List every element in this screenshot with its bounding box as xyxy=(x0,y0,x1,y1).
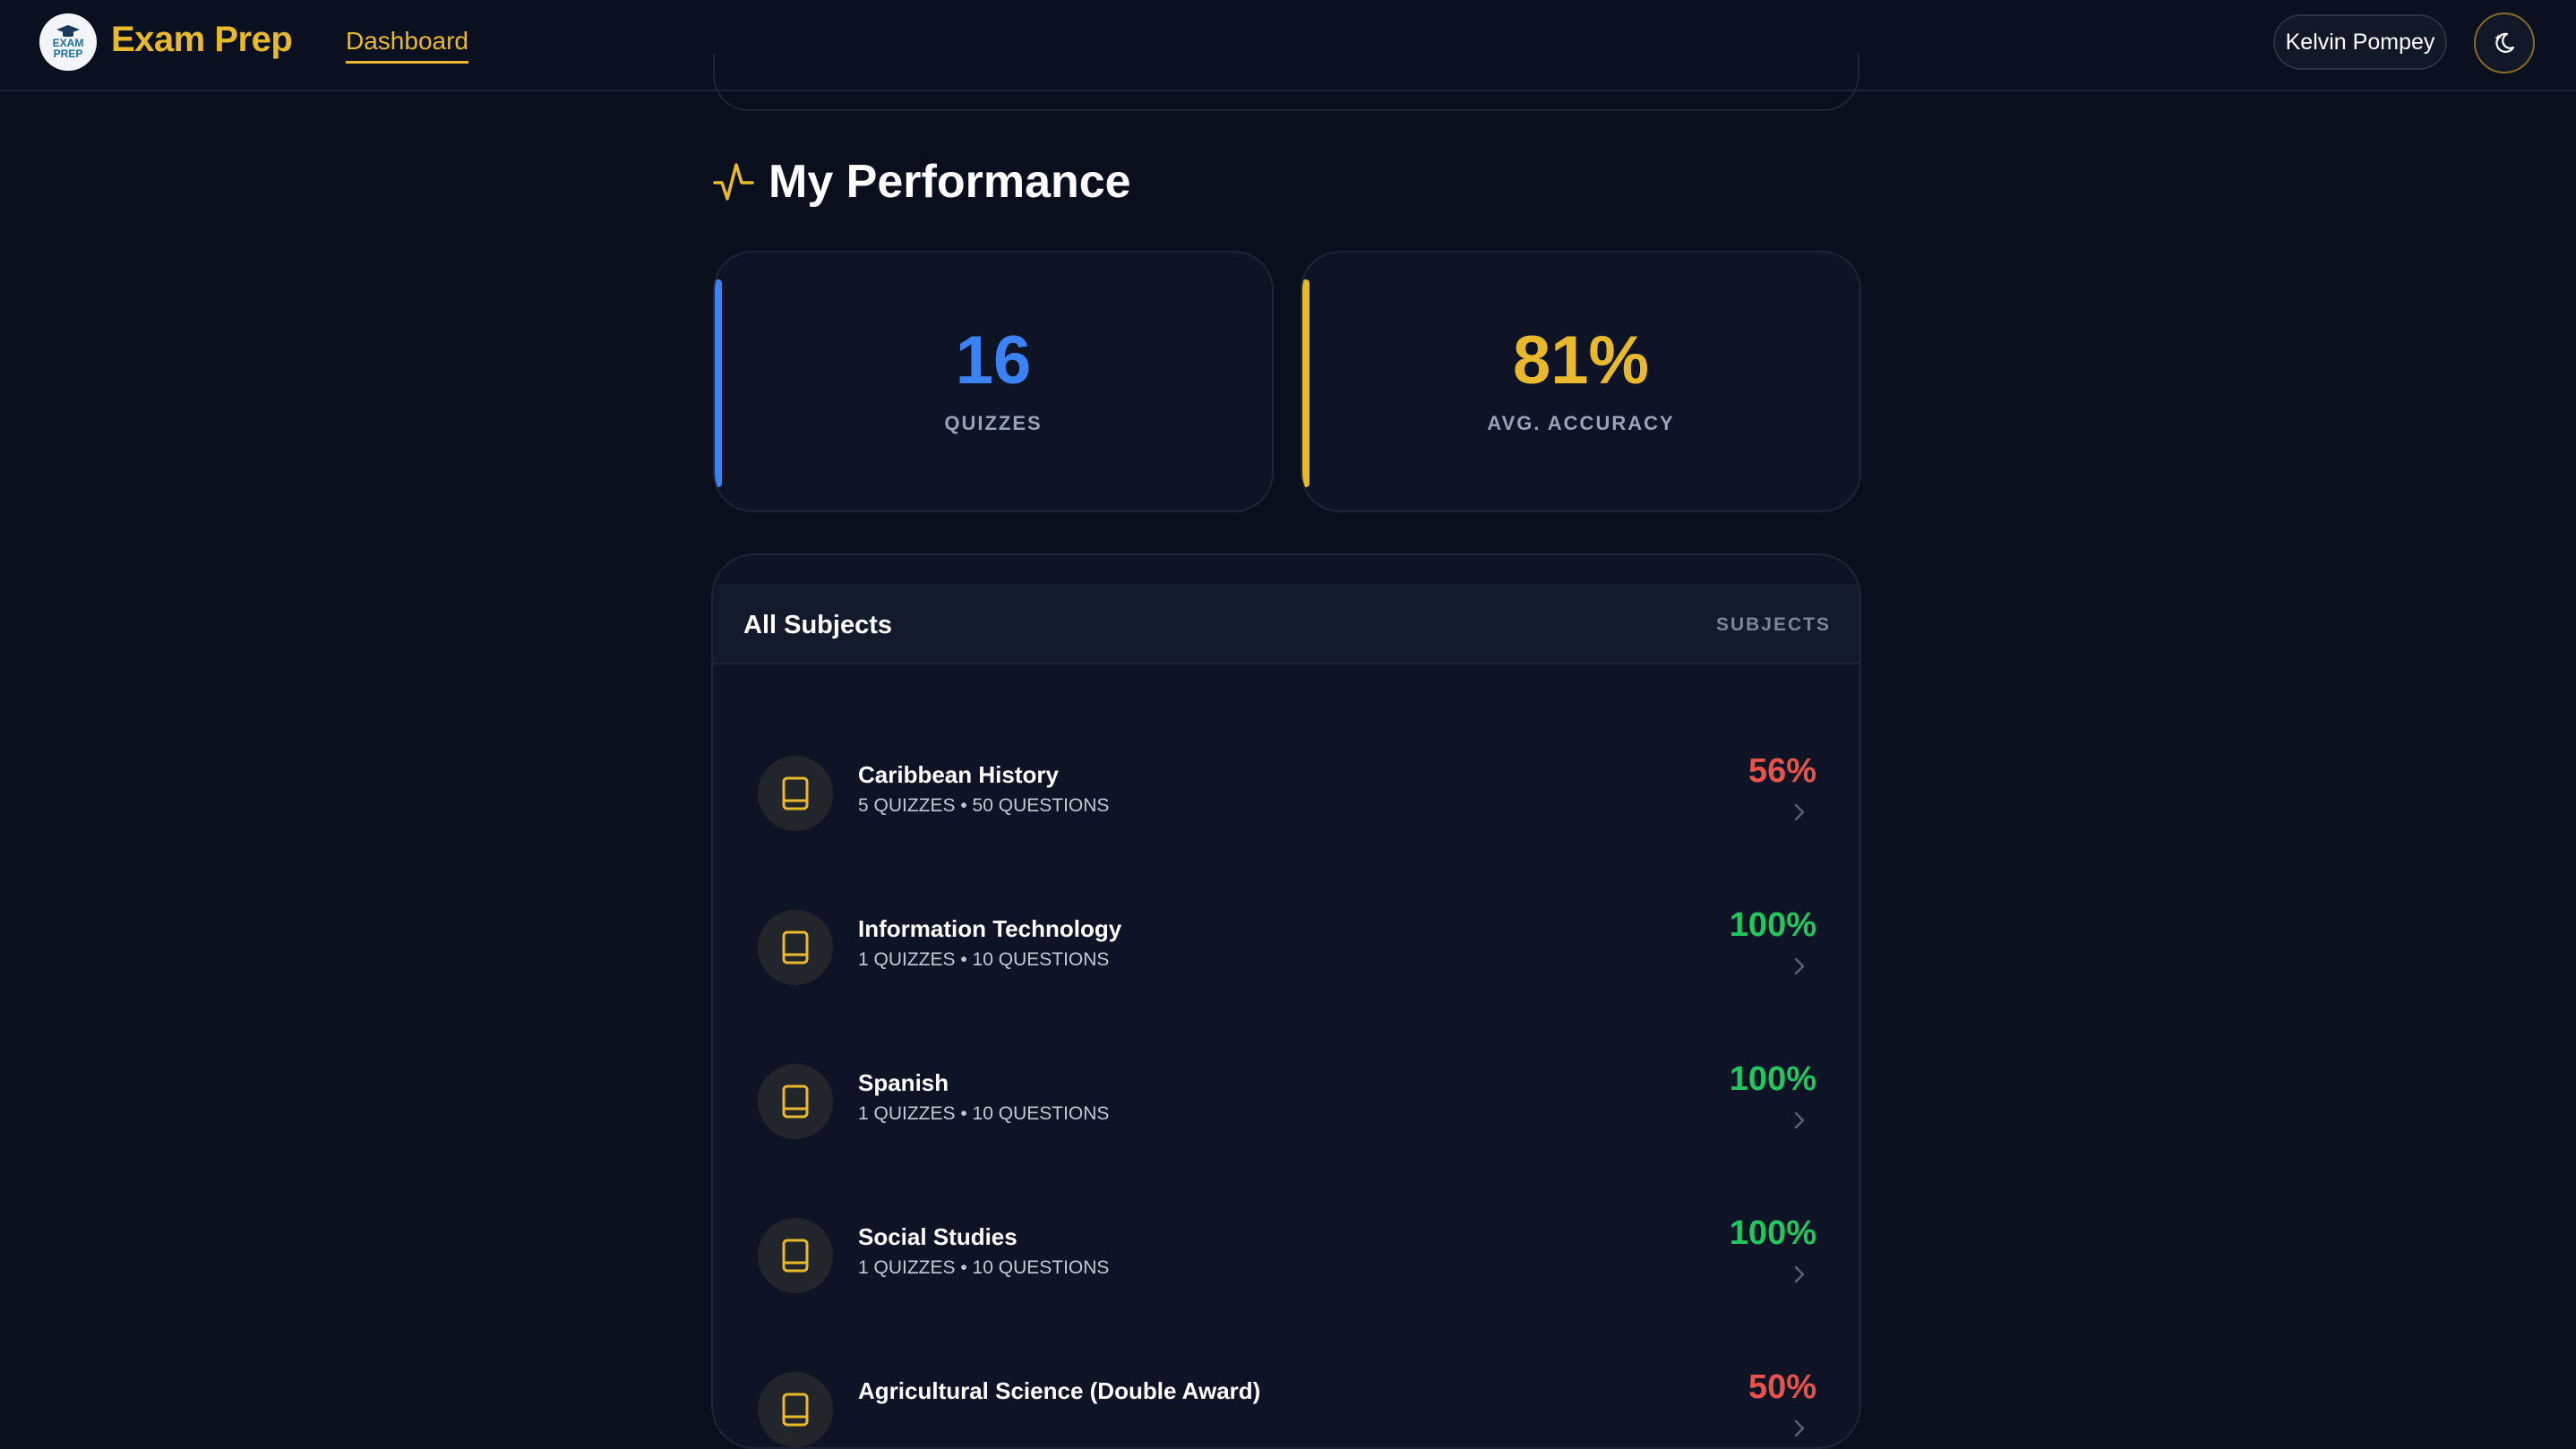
user-menu-button[interactable]: Kelvin Pompey xyxy=(2273,14,2447,70)
performance-title: My Performance xyxy=(769,156,1131,208)
stat-accent-bar xyxy=(715,279,722,487)
subject-meta: 1 QUIZZES • 10 QUESTIONS xyxy=(858,1103,1110,1124)
logo[interactable]: EXAM PREP xyxy=(39,13,97,71)
subject-name: Agricultural Science (Double Award) xyxy=(858,1377,1261,1404)
subjects-tag: SUBJECTS xyxy=(1715,614,1831,635)
logo-text-line2: PREP xyxy=(53,47,83,60)
logo-text-line1: EXAM xyxy=(52,37,84,49)
subject-row[interactable]: Agricultural Science (Double Award) 50% xyxy=(713,1361,1859,1447)
subject-name: Information Technology xyxy=(858,915,1122,942)
stat-value-quizzes: 16 xyxy=(955,322,1032,399)
subject-name: Spanish xyxy=(858,1069,949,1096)
subject-score: 50% xyxy=(1747,1368,1816,1406)
brand-name[interactable]: Exam Prep xyxy=(111,20,293,59)
stat-label-quizzes: QUIZZES xyxy=(944,411,1043,434)
chevron-right-icon xyxy=(1790,955,1809,978)
subjects-card: All Subjects SUBJECTS Caribbean History 5… xyxy=(711,553,1861,1449)
graduation-cap-icon xyxy=(56,25,80,37)
subject-name: Social Studies xyxy=(858,1223,1018,1250)
subject-score: 100% xyxy=(1729,1214,1816,1252)
subject-row[interactable]: Information Technology 1 QUIZZES • 10 QUE… xyxy=(713,899,1859,1053)
subjects-title: All Subjects xyxy=(743,611,892,639)
subject-score: 100% xyxy=(1729,906,1816,944)
activity-icon xyxy=(713,163,754,201)
book-icon xyxy=(758,1218,833,1293)
subject-name: Caribbean History xyxy=(858,761,1059,788)
subject-row[interactable]: Spanish 1 QUIZZES • 10 QUESTIONS 100% xyxy=(713,1053,1859,1207)
nav-dashboard-link[interactable]: Dashboard xyxy=(346,27,468,64)
subject-meta: 1 QUIZZES • 10 QUESTIONS xyxy=(858,1257,1110,1278)
book-icon xyxy=(758,1372,833,1447)
stat-card-quizzes: 16 QUIZZES xyxy=(713,251,1274,512)
top-navigation-bar: EXAM PREP Exam Prep Dashboard Kelvin Pom… xyxy=(0,0,2576,91)
subject-row[interactable]: Social Studies 1 QUIZZES • 10 QUESTIONS 10… xyxy=(713,1207,1859,1361)
stat-card-accuracy: 81% AVG. ACCURACY xyxy=(1301,251,1861,512)
theme-toggle-button[interactable] xyxy=(2474,13,2535,73)
chevron-right-icon xyxy=(1790,1417,1809,1440)
book-icon xyxy=(758,756,833,831)
subject-score: 100% xyxy=(1729,1060,1816,1098)
chevron-right-icon xyxy=(1790,1109,1809,1132)
chevron-right-icon xyxy=(1790,1263,1809,1286)
subjects-header: All Subjects SUBJECTS xyxy=(713,584,1859,664)
previous-card-bottom-edge xyxy=(713,54,1859,111)
subject-row[interactable]: Caribbean History 5 QUIZZES • 50 QUESTION… xyxy=(713,745,1859,899)
performance-header: My Performance xyxy=(713,150,1131,213)
chevron-right-icon xyxy=(1790,801,1809,824)
moon-sparkle-icon xyxy=(2494,32,2515,53)
stat-label-accuracy: AVG. ACCURACY xyxy=(1487,411,1675,434)
stat-value-accuracy: 81% xyxy=(1512,322,1650,399)
book-icon xyxy=(758,1064,833,1139)
subject-meta: 5 QUIZZES • 50 QUESTIONS xyxy=(858,795,1110,816)
book-icon xyxy=(758,910,833,985)
subject-score: 56% xyxy=(1747,752,1816,790)
subject-meta: 1 QUIZZES • 10 QUESTIONS xyxy=(858,949,1110,970)
stat-accent-bar xyxy=(1302,279,1309,487)
